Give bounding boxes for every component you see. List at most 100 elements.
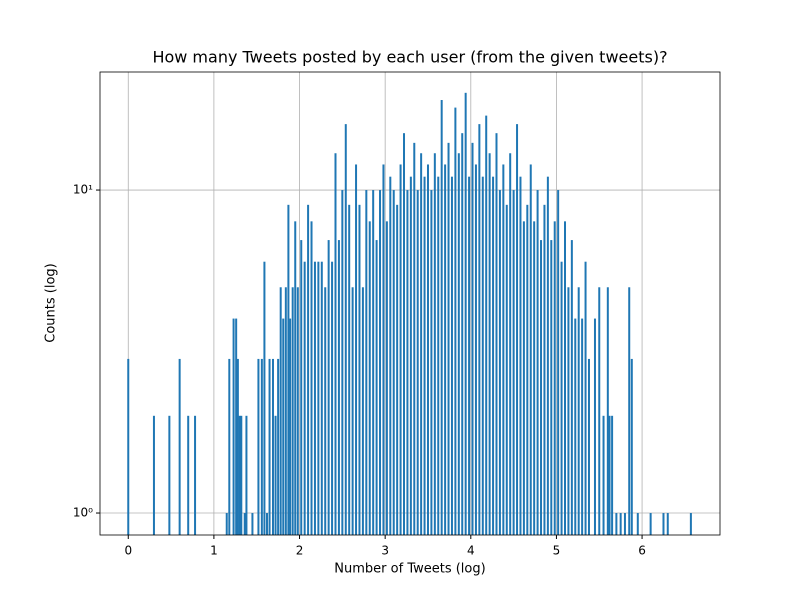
bar (608, 415, 611, 535)
bar (450, 176, 453, 535)
bar (263, 261, 266, 535)
bar (260, 358, 263, 535)
bar (619, 513, 622, 535)
bar (296, 287, 299, 535)
bar (284, 287, 287, 535)
bar (536, 190, 539, 535)
bar (277, 358, 280, 535)
bar (257, 358, 260, 535)
bar (389, 176, 392, 535)
bar (454, 107, 457, 536)
bar (546, 176, 549, 535)
bar (358, 204, 361, 535)
bar (474, 164, 477, 536)
bar (471, 142, 474, 535)
bar (512, 190, 515, 535)
bar (611, 415, 614, 535)
plot-frame (99, 71, 721, 536)
bar (606, 287, 609, 535)
bar (355, 164, 358, 536)
x-tick-label: 1 (210, 544, 218, 558)
bar (235, 318, 238, 535)
bar (337, 240, 340, 536)
bar (282, 318, 285, 535)
bar (481, 176, 484, 535)
bar (274, 415, 277, 535)
bar (341, 190, 344, 535)
bar (440, 100, 443, 535)
bar (437, 176, 440, 535)
bar (543, 204, 546, 535)
bar (375, 240, 378, 536)
bar (236, 358, 239, 535)
bar (464, 92, 467, 535)
bar (243, 513, 246, 535)
bar (570, 240, 573, 536)
bar (519, 176, 522, 535)
bar (317, 261, 320, 535)
bar (628, 287, 631, 535)
bar (502, 164, 505, 536)
bar (598, 287, 601, 535)
chart-title: How many Tweets posted by each user (fro… (152, 48, 667, 67)
bar (178, 358, 181, 535)
bar (533, 221, 536, 536)
bar (420, 153, 423, 535)
bar (361, 287, 364, 535)
bar (251, 513, 254, 535)
bar (516, 124, 519, 535)
bar (348, 204, 351, 535)
bar (488, 153, 491, 535)
x-tick-label: 0 (124, 544, 132, 558)
bar (577, 287, 580, 535)
bar (403, 133, 406, 535)
bar (662, 513, 665, 535)
y-tick-label: 10¹ (73, 183, 93, 197)
bar (365, 190, 368, 535)
bar (344, 124, 347, 535)
bar (271, 358, 274, 535)
bar (461, 133, 464, 535)
x-tick-label: 6 (638, 544, 646, 558)
bar (168, 415, 171, 535)
x-tick-label: 5 (553, 544, 561, 558)
bar (553, 221, 556, 536)
bar (666, 513, 669, 535)
x-tick-label: 2 (296, 544, 304, 558)
bar (630, 358, 633, 535)
bar (498, 190, 501, 535)
bar (423, 176, 426, 535)
bar (649, 513, 652, 535)
bar (615, 513, 618, 535)
bar (636, 513, 639, 535)
bar (426, 164, 429, 536)
bar (522, 221, 525, 536)
bar (396, 204, 399, 535)
bar (232, 318, 235, 535)
bar (313, 261, 316, 535)
bar (228, 358, 231, 535)
bar (399, 164, 402, 536)
bar (238, 415, 241, 535)
bar (587, 358, 590, 535)
bar (320, 261, 323, 535)
bar (351, 287, 354, 535)
bar (334, 153, 337, 535)
bar (567, 287, 570, 535)
bar (331, 261, 334, 535)
bar (495, 133, 498, 535)
bar (540, 240, 543, 536)
bar (505, 204, 508, 535)
bar (457, 153, 460, 535)
bar (300, 240, 303, 536)
bar (324, 287, 327, 535)
bar (413, 142, 416, 535)
bar (268, 358, 271, 535)
bar (240, 415, 243, 535)
bar (564, 221, 566, 536)
bar (245, 415, 248, 535)
x-tick-label: 4 (467, 544, 475, 558)
bar (492, 176, 495, 535)
bar (194, 415, 197, 535)
